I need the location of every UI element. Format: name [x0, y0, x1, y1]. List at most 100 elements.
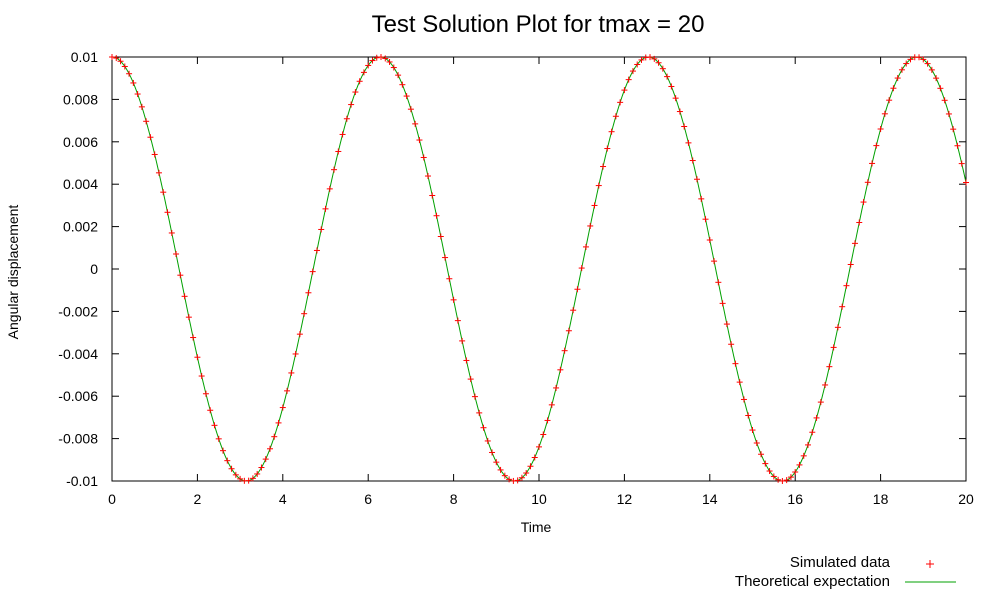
y-axis-label: Angular displacement [5, 205, 21, 340]
data-point [877, 126, 884, 133]
legend-swatch-simulated [926, 560, 934, 568]
data-point [506, 476, 513, 483]
data-point [553, 384, 560, 391]
data-point [369, 57, 376, 64]
data-point [920, 56, 927, 63]
data-point [907, 56, 914, 63]
data-point [480, 424, 487, 431]
data-point [565, 327, 572, 334]
data-point [749, 427, 756, 434]
data-point [740, 396, 747, 403]
data-point [284, 387, 291, 394]
data-point [702, 216, 709, 223]
data-point [395, 72, 402, 79]
data-point [698, 195, 705, 202]
data-point [249, 475, 256, 482]
y-tick-label: 0 [90, 261, 98, 277]
data-point [493, 459, 500, 466]
data-point [728, 341, 735, 348]
data-point [459, 337, 466, 344]
data-point [570, 307, 577, 314]
data-point [446, 275, 453, 282]
x-tick-label: 6 [364, 491, 372, 507]
legend: Simulated data Theoretical expectation [735, 554, 956, 590]
data-point [309, 268, 316, 275]
data-point [847, 261, 854, 268]
data-point [659, 65, 666, 72]
data-point [864, 179, 871, 186]
y-tick-label: 0.002 [63, 219, 98, 235]
data-point [322, 205, 329, 212]
data-point [471, 393, 478, 400]
data-point [318, 226, 325, 233]
data-point [843, 282, 850, 289]
data-point [817, 399, 824, 406]
data-point [113, 55, 120, 62]
data-point [600, 163, 607, 170]
legend-entry-theoretical: Theoretical expectation [735, 573, 956, 590]
x-axis: 0 2 4 6 8 10 12 14 16 18 20 [108, 57, 974, 507]
data-point [881, 110, 888, 117]
data-point [851, 240, 858, 247]
data-point [527, 463, 534, 470]
data-point [497, 466, 504, 473]
data-point [232, 471, 239, 478]
data-point [348, 101, 355, 108]
data-point [745, 412, 752, 419]
data-point [608, 128, 615, 135]
y-tick-label: -0.002 [58, 303, 98, 319]
data-point [676, 108, 683, 115]
data-point [266, 445, 273, 452]
data-point [339, 131, 346, 138]
data-point [928, 66, 935, 73]
data-point [207, 407, 214, 414]
y-tick-label: -0.006 [58, 388, 98, 404]
data-point [275, 419, 282, 426]
data-point [305, 289, 312, 296]
data-point [143, 118, 150, 125]
data-point [326, 185, 333, 192]
data-point [792, 469, 799, 476]
data-point [860, 199, 867, 206]
data-point [916, 54, 923, 61]
plot-area: 0 2 4 6 8 10 12 14 16 18 20 -0.01 -0.008 -0.006 -0.00… [58, 49, 974, 507]
data-point [548, 401, 555, 408]
data-point [335, 148, 342, 155]
data-point [220, 447, 227, 454]
data-point [147, 134, 154, 141]
data-point [681, 123, 688, 130]
series-simulated-points [109, 54, 969, 484]
data-point [518, 474, 525, 481]
data-point [155, 169, 162, 176]
data-point [830, 344, 837, 351]
data-point [672, 95, 679, 102]
data-point [898, 66, 905, 73]
data-point [228, 465, 235, 472]
data-point [826, 363, 833, 370]
data-point [109, 54, 115, 60]
x-tick-label: 2 [194, 491, 202, 507]
data-point [211, 422, 218, 429]
data-point [775, 476, 782, 483]
data-point [215, 435, 222, 442]
data-point [629, 68, 636, 75]
data-point [950, 126, 957, 133]
data-point [407, 106, 414, 113]
data-point [476, 409, 483, 416]
x-tick-label: 14 [702, 491, 718, 507]
data-point [711, 258, 718, 265]
data-point [668, 83, 675, 90]
data-point [544, 417, 551, 424]
data-point [736, 379, 743, 386]
data-point [612, 113, 619, 120]
data-point [822, 381, 829, 388]
data-point [177, 272, 184, 279]
data-point [753, 440, 760, 447]
data-point [271, 433, 278, 440]
data-point [151, 151, 158, 158]
data-point [587, 222, 594, 229]
data-point [813, 414, 820, 421]
data-point [591, 202, 598, 209]
data-point [536, 443, 542, 450]
data-point [941, 97, 948, 104]
